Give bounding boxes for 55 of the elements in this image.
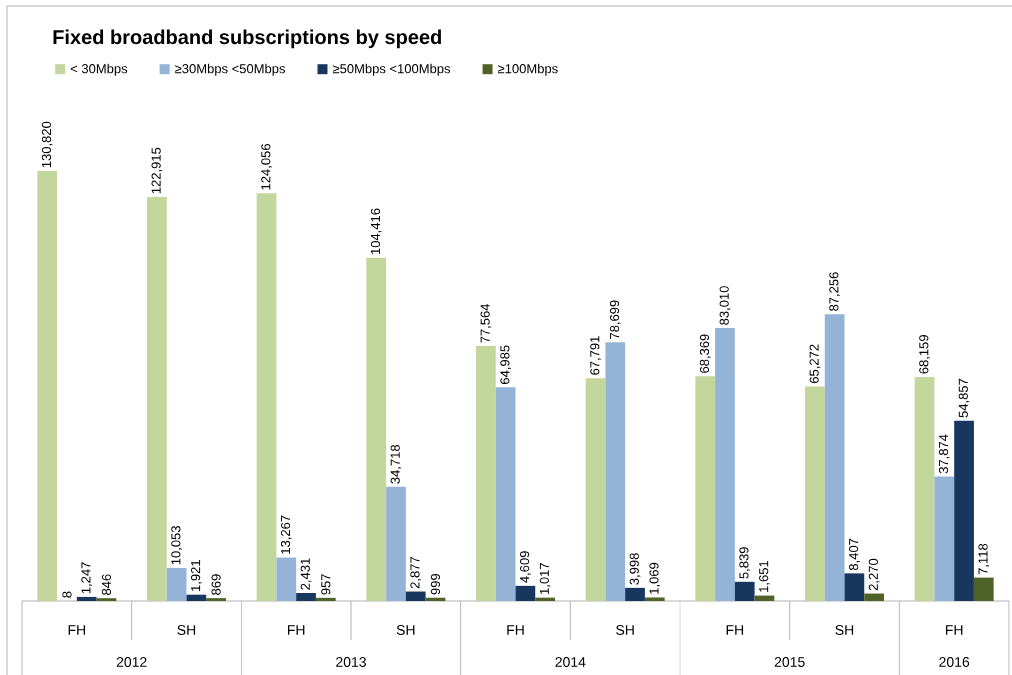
- text: 2015: [774, 657, 805, 667]
- x-tick-label: FH: [68, 625, 86, 635]
- x-tick-label: SH: [177, 625, 196, 635]
- data-label: 77,564: [480, 303, 492, 343]
- data-label: 122,915: [151, 147, 163, 194]
- data-label: 846: [101, 574, 112, 595]
- legend-label: ≥50Mbps <100Mbps: [332, 63, 451, 76]
- legend-label: ≥100Mbps: [497, 63, 558, 76]
- data-label: 7,118: [978, 543, 990, 575]
- data-label: 2,270: [868, 558, 880, 591]
- text: 2013: [336, 657, 366, 667]
- data-label: 1,017: [539, 563, 551, 594]
- data-label: 4,609: [520, 551, 531, 583]
- data-label: 1,247: [81, 562, 93, 594]
- x-tick-label: SH: [835, 625, 854, 635]
- data-label: 5,839: [739, 547, 751, 579]
- x-tick-label: FH: [507, 625, 524, 635]
- data-label: 869: [211, 574, 221, 595]
- data-label: 999: [430, 573, 441, 595]
- data-label: 8: [62, 591, 72, 598]
- data-label: 34,718: [390, 444, 402, 484]
- data-label: 1,069: [649, 562, 661, 594]
- data-label: 87,256: [829, 272, 841, 311]
- data-label: 65,272: [809, 344, 821, 384]
- x-tick-label: FH: [945, 625, 963, 635]
- data-label: 68,159: [919, 335, 930, 374]
- legend-label: ≥30Mbps <50Mbps: [175, 63, 285, 76]
- data-label: 104,416: [370, 208, 382, 255]
- data-label: 2,431: [300, 558, 312, 590]
- chart-title: Fixed broadband subscriptions by speed: [53, 29, 441, 49]
- data-label: 2,877: [410, 556, 422, 589]
- data-label: 68,369: [699, 334, 711, 373]
- data-label: 54,857: [958, 378, 970, 418]
- text: 2014: [555, 657, 586, 667]
- data-label: 3,998: [629, 553, 641, 585]
- data-label: 8,407: [849, 538, 860, 571]
- legend-label: < 30Mbps: [70, 63, 128, 76]
- data-label: 10,053: [171, 526, 182, 565]
- x-tick-label: SH: [396, 625, 415, 635]
- x-tick-label: FH: [287, 625, 305, 635]
- data-label: 13,267: [280, 515, 292, 554]
- data-label: 1,921: [191, 560, 202, 591]
- data-label: 130,820: [41, 121, 53, 168]
- text: 2016: [939, 657, 970, 667]
- data-label: 78,699: [609, 300, 621, 339]
- data-label: 124,056: [261, 144, 272, 190]
- text: 2012: [116, 657, 147, 667]
- data-label: 37,874: [938, 434, 950, 474]
- data-label: 957: [321, 574, 331, 595]
- data-label: 1,651: [759, 560, 770, 592]
- data-label: 83,010: [719, 286, 731, 325]
- x-tick-label: FH: [726, 625, 744, 635]
- x-tick-label: SH: [616, 625, 634, 635]
- data-label: 67,791: [590, 336, 601, 375]
- data-label: 64,985: [500, 345, 511, 384]
